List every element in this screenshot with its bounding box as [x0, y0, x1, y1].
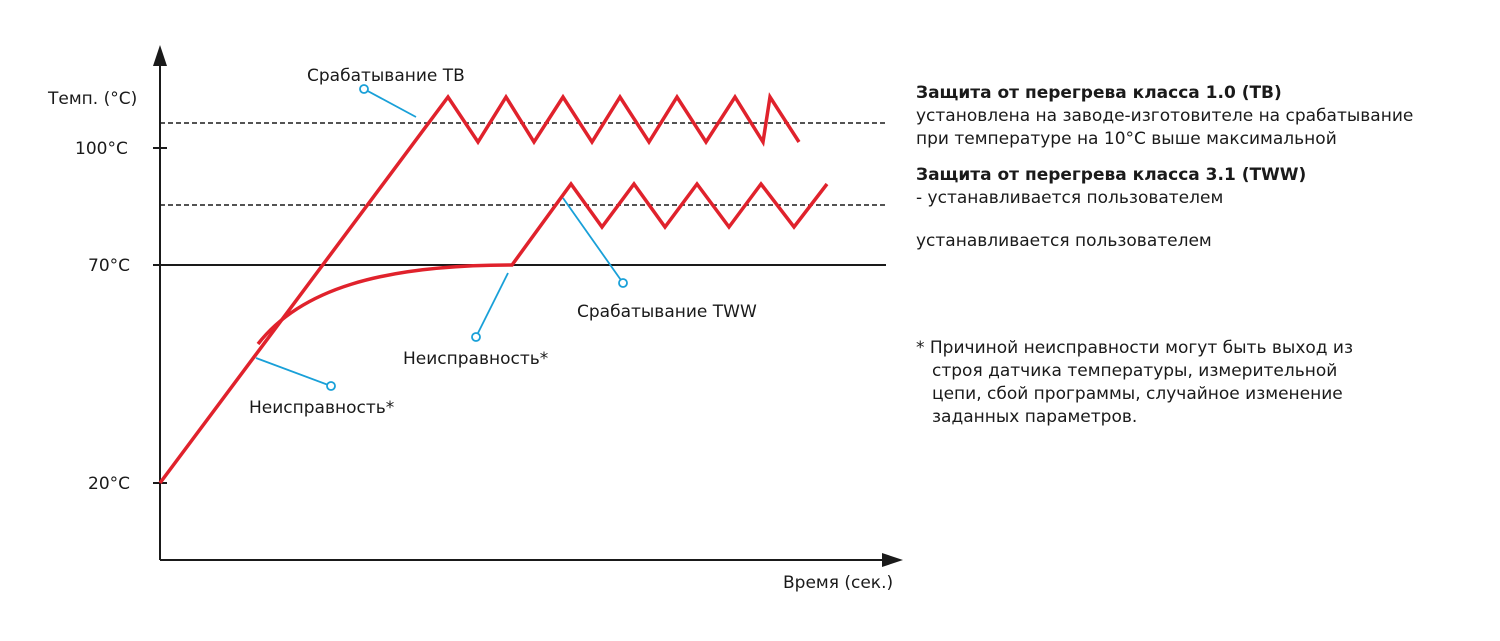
x-axis-arrow-icon	[882, 553, 903, 567]
callout-dot-fault-lower	[326, 381, 336, 391]
callout-leaders	[255, 84, 628, 391]
tww-temperature-curve	[256, 181, 829, 346]
y-axis-arrow-icon	[153, 45, 167, 66]
legend-line70-text: устанавливается пользователем	[916, 231, 1212, 251]
tick-label-70: 70°C	[88, 256, 130, 276]
legend-panel: Защита от перегрева класса 1.0 (ТВ) уста…	[916, 82, 1486, 429]
callout-dot-tb	[359, 84, 369, 94]
legend-class-31-title: Защита от перегрева класса 3.1 (TWW)	[916, 165, 1307, 185]
callout-tb-trigger: Срабатывание ТВ	[307, 66, 465, 86]
legend-class-10-title: Защита от перегрева класса 1.0 (ТВ)	[916, 83, 1282, 103]
tick-label-20: 20°C	[88, 474, 130, 494]
y-axis-title: Темп. (°C)	[47, 89, 137, 109]
legend-footnote: * Причиной неисправности могут быть выхо…	[916, 338, 1354, 427]
tick-label-100: 100°C	[75, 139, 128, 159]
callout-dot-fault-upper	[471, 332, 481, 342]
legend-class-10-line1: установлена на заводе-изготовителе на ср…	[916, 106, 1414, 126]
legend-class-31: Защита от перегрева класса 3.1 (TWW) - у…	[916, 164, 1486, 210]
tb-temperature-curve	[158, 92, 801, 485]
callout-dot-tww	[618, 278, 628, 288]
legend-class-10-line2: при температуре на 10°C выше максимально…	[916, 129, 1337, 149]
legend-class-31-line1: - устанавливается пользователем	[916, 188, 1224, 208]
callout-tww-trigger: Срабатывание TWW	[577, 302, 757, 322]
x-axis-title: Время (сек.)	[783, 573, 893, 593]
callout-fault-upper: Неисправность*	[403, 349, 548, 369]
callout-fault-lower: Неисправность*	[249, 398, 394, 418]
legend-class-10: Защита от перегрева класса 1.0 (ТВ) уста…	[916, 82, 1486, 151]
